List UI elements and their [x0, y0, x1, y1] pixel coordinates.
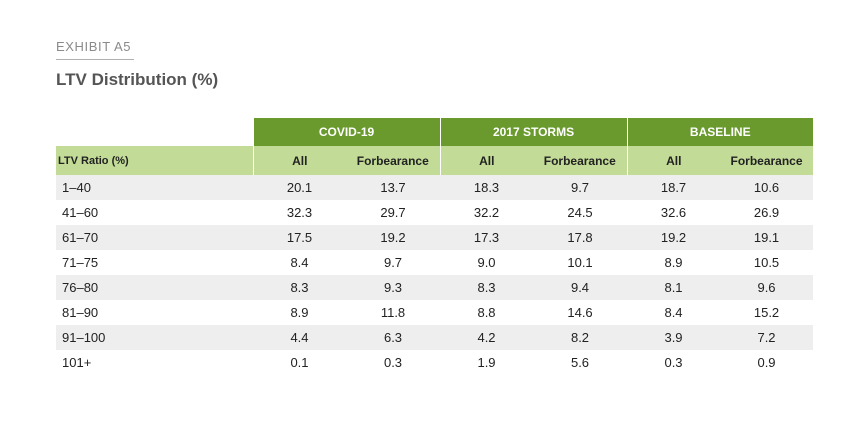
row-label: 76–80: [56, 275, 253, 300]
table-cell: 9.3: [346, 275, 441, 300]
sub-header-all: All: [626, 146, 721, 175]
table-cell: 14.6: [533, 300, 628, 325]
table-cell: 19.2: [346, 225, 441, 250]
table-cell: 8.8: [440, 300, 534, 325]
exhibit-underline: [56, 59, 134, 60]
table-cell: 9.7: [346, 250, 441, 275]
sub-header-forbearance: Forbearance: [346, 146, 441, 175]
table-cell: 19.1: [720, 225, 814, 250]
table-cell: 18.3: [440, 175, 534, 200]
group-header-covid: COVID-19: [252, 118, 441, 146]
table-row: 1–40 20.1 13.7 18.3 9.7 18.7 10.6: [56, 175, 814, 200]
table-cell: 18.7: [627, 175, 721, 200]
ltv-ratio-header: LTV Ratio (%): [56, 146, 253, 175]
table-cell: 6.3: [346, 325, 441, 350]
table-cell: 17.5: [253, 225, 346, 250]
table-cell: 13.7: [346, 175, 441, 200]
table-cell: 29.7: [346, 200, 441, 225]
row-label: 61–70: [56, 225, 253, 250]
sub-header-forbearance: Forbearance: [720, 146, 814, 175]
table-cell: 8.9: [253, 300, 346, 325]
table-cell: 0.1: [253, 350, 346, 375]
table-cell: 10.5: [720, 250, 814, 275]
row-label: 101+: [56, 350, 253, 375]
table-cell: 8.3: [253, 275, 346, 300]
table-row: 91–100 4.4 6.3 4.2 8.2 3.9 7.2: [56, 325, 814, 350]
header-blank: [56, 118, 253, 146]
sub-header-forbearance: Forbearance: [533, 146, 628, 175]
row-label: 91–100: [56, 325, 253, 350]
table-cell: 15.2: [720, 300, 814, 325]
table-row: 71–75 8.4 9.7 9.0 10.1 8.9 10.5: [56, 250, 814, 275]
row-label: 1–40: [56, 175, 253, 200]
exhibit-label: EXHIBIT A5: [56, 39, 132, 54]
table-cell: 19.2: [627, 225, 721, 250]
row-label: 81–90: [56, 300, 253, 325]
table-cell: 32.6: [627, 200, 721, 225]
ltv-table: COVID-19 2017 STORMS BASELINE LTV Ratio …: [56, 118, 814, 375]
table-cell: 24.5: [533, 200, 628, 225]
table-cell: 17.3: [440, 225, 534, 250]
table-cell: 9.7: [533, 175, 628, 200]
table-cell: 3.9: [627, 325, 721, 350]
table-cell: 4.4: [253, 325, 346, 350]
table-cell: 8.4: [253, 250, 346, 275]
table-cell: 0.9: [720, 350, 814, 375]
row-label: 71–75: [56, 250, 253, 275]
group-header-storms: 2017 STORMS: [439, 118, 628, 146]
table-cell: 5.6: [533, 350, 628, 375]
table-cell: 1.9: [440, 350, 534, 375]
table-cell: 8.1: [627, 275, 721, 300]
table-cell: 0.3: [346, 350, 441, 375]
table-row: 76–80 8.3 9.3 8.3 9.4 8.1 9.6: [56, 275, 814, 300]
table-cell: 20.1: [253, 175, 346, 200]
table-cell: 9.0: [440, 250, 534, 275]
table-cell: 9.4: [533, 275, 628, 300]
table-row: 81–90 8.9 11.8 8.8 14.6 8.4 15.2: [56, 300, 814, 325]
table-cell: 10.1: [533, 250, 628, 275]
table-cell: 8.3: [440, 275, 534, 300]
sub-header-all: All: [252, 146, 346, 175]
table-cell: 8.4: [627, 300, 721, 325]
sub-header-all: All: [439, 146, 534, 175]
table-row: 41–60 32.3 29.7 32.2 24.5 32.6 26.9: [56, 200, 814, 225]
table-row: 61–70 17.5 19.2 17.3 17.8 19.2 19.1: [56, 225, 814, 250]
table-cell: 9.6: [720, 275, 814, 300]
table-cell: 8.2: [533, 325, 628, 350]
table-cell: 4.2: [440, 325, 534, 350]
table-cell: 32.3: [253, 200, 346, 225]
page-title: LTV Distribution (%): [56, 70, 219, 89]
table-cell: 7.2: [720, 325, 814, 350]
table-row: 101+ 0.1 0.3 1.9 5.6 0.3 0.9: [56, 350, 814, 375]
table-cell: 10.6: [720, 175, 814, 200]
table-cell: 8.9: [627, 250, 721, 275]
table-cell: 11.8: [346, 300, 441, 325]
table-cell: 17.8: [533, 225, 628, 250]
table-cell: 26.9: [720, 200, 814, 225]
table-cell: 0.3: [627, 350, 721, 375]
group-header-baseline: BASELINE: [626, 118, 814, 146]
row-label: 41–60: [56, 200, 253, 225]
table-cell: 32.2: [440, 200, 534, 225]
